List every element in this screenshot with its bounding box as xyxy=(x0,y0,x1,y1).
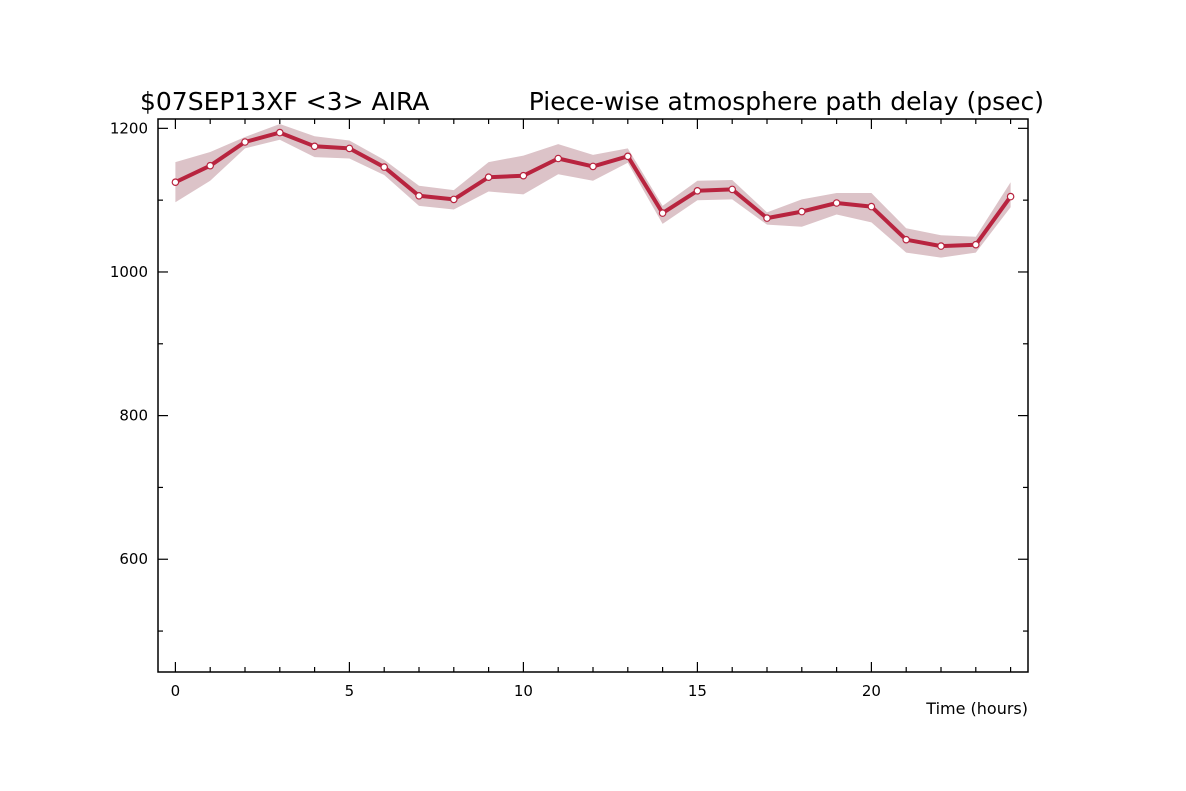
data-point xyxy=(241,138,249,146)
y-tick-label: 1000 xyxy=(110,263,148,281)
plot-frame xyxy=(157,118,1029,673)
x-tick-label: 0 xyxy=(171,682,181,700)
data-point xyxy=(693,187,702,195)
data-point xyxy=(449,195,458,204)
data-point xyxy=(937,242,945,250)
chart-title: Piece-wise atmosphere path delay (psec) xyxy=(529,87,1044,116)
data-point xyxy=(763,214,771,222)
data-point xyxy=(867,202,876,211)
data-point xyxy=(206,161,215,170)
uncertainty-band xyxy=(175,124,1011,258)
data-point xyxy=(345,144,354,153)
y-tick-label: 600 xyxy=(119,550,148,568)
data-point xyxy=(310,142,319,151)
x-tick-label: 20 xyxy=(862,682,881,700)
data-point xyxy=(623,152,632,161)
data-point xyxy=(832,199,841,207)
data-point xyxy=(275,128,284,137)
data-point xyxy=(658,209,667,217)
x-tick-label: 10 xyxy=(514,682,533,700)
data-point xyxy=(484,173,493,182)
data-point xyxy=(415,192,423,200)
data-point xyxy=(589,162,597,171)
data-point xyxy=(902,235,911,244)
data-point xyxy=(728,185,737,194)
data-point xyxy=(519,171,528,180)
data-point xyxy=(797,207,806,216)
chart-header-left: $07SEP13XF <3> AIRA xyxy=(140,87,429,116)
x-axis-label: Time (hours) xyxy=(925,699,1028,718)
data-point xyxy=(380,163,389,171)
x-tick-label: 15 xyxy=(688,682,707,700)
data-point xyxy=(1006,192,1015,201)
y-tick-label: 1200 xyxy=(110,119,148,137)
data-point xyxy=(554,154,563,163)
x-tick-label: 5 xyxy=(345,682,355,700)
data-point xyxy=(171,178,180,187)
data-point xyxy=(971,240,980,249)
y-tick-label: 800 xyxy=(119,407,148,425)
